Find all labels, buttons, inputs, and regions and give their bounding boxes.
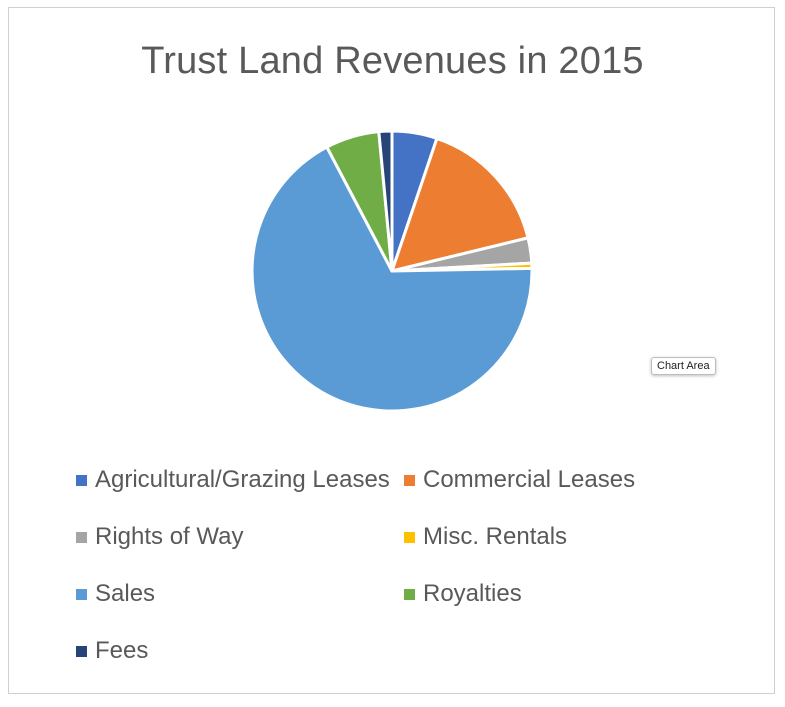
legend-item-misc-rentals[interactable]: Misc. Rentals — [404, 517, 567, 557]
legend-label: Misc. Rentals — [423, 523, 568, 550]
legend-item-royalties[interactable]: Royalties — [404, 574, 522, 614]
chart-area-tooltip: Chart Area — [651, 357, 716, 375]
legend-label: Royalties — [423, 580, 522, 607]
legend-item-commercial-leases[interactable]: Commercial Leases — [404, 460, 635, 500]
legend-item-fees[interactable]: Fees — [76, 631, 148, 671]
legend-label: Commercial Leases — [423, 466, 636, 493]
legend-swatch — [76, 588, 87, 600]
legend-swatch — [404, 531, 415, 543]
pie-slice-sales[interactable] — [250, 145, 534, 413]
legend-swatch — [76, 474, 87, 486]
pie-slice-commercial-leases[interactable] — [390, 136, 530, 273]
legend-label: Agricultural/Grazing Leases — [95, 466, 390, 493]
pie-slice-fees[interactable] — [377, 129, 394, 273]
legend-swatch — [76, 531, 87, 543]
legend-swatch — [404, 588, 415, 600]
legend-label: Sales — [95, 580, 156, 607]
legend-item-rights-of-way[interactable]: Rights of Way — [76, 517, 244, 557]
legend-item-sales[interactable]: Sales — [76, 574, 155, 614]
legend-swatch — [404, 474, 415, 486]
legend-label: Rights of Way — [95, 523, 244, 550]
legend-label: Fees — [95, 637, 149, 664]
chart-title: Trust Land Revenues in 2015 — [141, 40, 644, 82]
legend-swatch — [76, 645, 87, 657]
legend-item-agricultural-grazing-leases[interactable]: Agricultural/Grazing Leases — [76, 460, 390, 500]
